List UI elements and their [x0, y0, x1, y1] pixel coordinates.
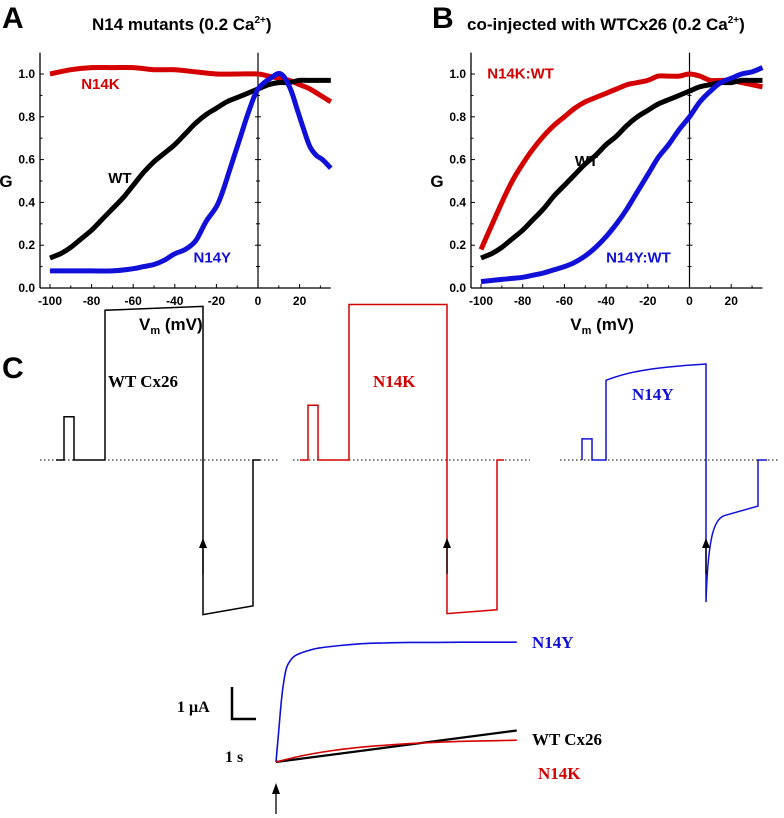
x-axis-label-b: Vm (mV) [570, 315, 634, 337]
y-axis-label-a: G [0, 172, 13, 191]
y-tick-label-b: 1.0 [449, 67, 466, 81]
panel-letter-a: A [2, 2, 24, 35]
y-tick-label-b: 0.8 [449, 110, 466, 124]
y-tick-label-a: 0.2 [18, 238, 35, 252]
expanded-label-n14k: N14K [538, 764, 581, 783]
plot-panel-b: 0.0 0.2 0.4 0.6 0.8 1.0 -100 -80 -60 -40 -20 0 20 G Vm… [430, 52, 764, 337]
step-arrowhead-n14y [702, 538, 710, 548]
tail-current-n14y [275, 641, 517, 763]
trace-group-c [40, 303, 780, 616]
step-arrowhead-n14k [443, 538, 451, 548]
panel-b-title: co-injected with WTCx26 (0.2 Ca2+) [467, 15, 745, 34]
x-tick-label-b: 0 [686, 294, 693, 308]
current-trace-n14y [581, 363, 767, 603]
x-tick-label-b: -20 [639, 294, 657, 308]
y-tick-label-a: 0.0 [18, 281, 35, 295]
x-tick-label-b: -100 [469, 294, 493, 308]
onset-arrowhead [272, 783, 280, 794]
x-tick-label-a: 20 [293, 294, 307, 308]
x-tick-label-b: -80 [514, 294, 532, 308]
expanded-label-wt: WT Cx26 [532, 730, 602, 749]
series-label-n14k-wt-b: N14K:WT [487, 65, 554, 82]
series-label-wt-a: WT [108, 170, 131, 187]
y-tick-label-b: 0.0 [449, 281, 466, 295]
y-tick-label-a: 0.4 [18, 195, 35, 209]
tail-current-wt-cx26 [275, 729, 517, 764]
trace-title-n14k: N14K [373, 372, 416, 391]
panel-a-title: N14 mutants (0.2 Ca2+) [92, 15, 272, 34]
y-axis-label-b: G [430, 172, 443, 191]
x-tick-label-a: -40 [166, 294, 184, 308]
expanded-label-n14y: N14Y [532, 633, 574, 652]
x-tick-label-a: -80 [83, 294, 101, 308]
series-n14k-a [49, 64, 333, 104]
y-tick-label-a: 0.8 [18, 110, 35, 124]
y-tick-label-b: 0.6 [449, 153, 466, 167]
x-tick-label-b: -40 [597, 294, 615, 308]
x-tick-label-a: -60 [125, 294, 143, 308]
step-arrowhead-wt [199, 538, 207, 548]
y-tick-label-b: 0.2 [449, 238, 466, 252]
series-label-wt-b: WT [575, 153, 598, 170]
scale-bar-time-label: 1 s [225, 749, 243, 766]
scale-bar [230, 687, 256, 721]
panel-letter-b: B [432, 2, 454, 35]
trace-title-n14y: N14Y [632, 385, 674, 404]
y-tick-label-a: 1.0 [18, 67, 35, 81]
panel-letter-c: C [2, 352, 24, 385]
current-trace-wt [56, 305, 260, 616]
series-wt-a [49, 77, 331, 261]
x-tick-label-b: 20 [725, 294, 739, 308]
series-label-n14k-a: N14K [81, 76, 120, 93]
series-label-n14y-wt-b: N14Y:WT [606, 249, 671, 266]
x-tick-label-b: -60 [556, 294, 574, 308]
x-tick-label-a: -100 [38, 294, 62, 308]
series-n14y-wt-b [480, 65, 764, 285]
y-tick-label-b: 0.4 [449, 195, 466, 209]
series-wt-b [480, 77, 763, 261]
x-tick-label-a: -20 [208, 294, 226, 308]
current-trace-n14k [300, 303, 504, 615]
scale-bar-current-label: 1 μA [177, 699, 210, 716]
series-label-n14y-a: N14Y [194, 249, 232, 266]
trace-title-wt: WT Cx26 [108, 372, 178, 391]
plot-panel-a: 0.0 0.2 0.4 0.6 0.8 1.0 -100 -80 -60 -40 -20 0 20 G Vm… [0, 52, 333, 337]
series-n14k-wt-b [478, 71, 763, 251]
expanded-tail-currents [272, 641, 517, 814]
tail-current-n14k [275, 739, 517, 763]
x-tick-label-a: 0 [255, 294, 262, 308]
y-tick-label-a: 0.6 [18, 153, 35, 167]
x-axis-label-a: Vm (mV) [139, 315, 203, 337]
series-n14y-a [50, 70, 333, 274]
